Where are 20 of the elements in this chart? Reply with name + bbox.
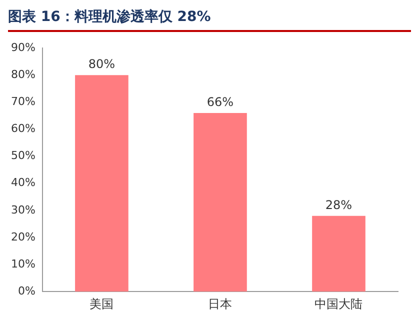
y-tick-label: 50% — [10, 149, 36, 162]
y-tick-label: 20% — [10, 230, 36, 244]
y-tick-label: 60% — [10, 122, 36, 136]
y-tick-label: 90% — [10, 40, 36, 54]
y-tick-label: 0% — [18, 284, 36, 298]
x-tick-label: 美国 — [90, 296, 114, 311]
y-tick-label: 10% — [10, 257, 36, 270]
data-label: 28% — [325, 198, 352, 212]
chart-title: 图表 16：料理机渗透率仅 28% — [8, 8, 411, 32]
data-label: 66% — [206, 95, 234, 110]
data-label: 80% — [88, 57, 116, 72]
bar — [194, 112, 247, 292]
y-tick-label: 80% — [10, 68, 36, 81]
x-tick-label: 中国大陆 — [314, 296, 363, 311]
x-tick-label: 日本 — [208, 296, 232, 311]
y-tick-label: 70% — [10, 94, 36, 108]
bar — [75, 75, 128, 292]
bar — [312, 216, 366, 292]
y-tick-label: 30% — [10, 203, 36, 216]
y-tick-label: 40% — [10, 176, 36, 190]
